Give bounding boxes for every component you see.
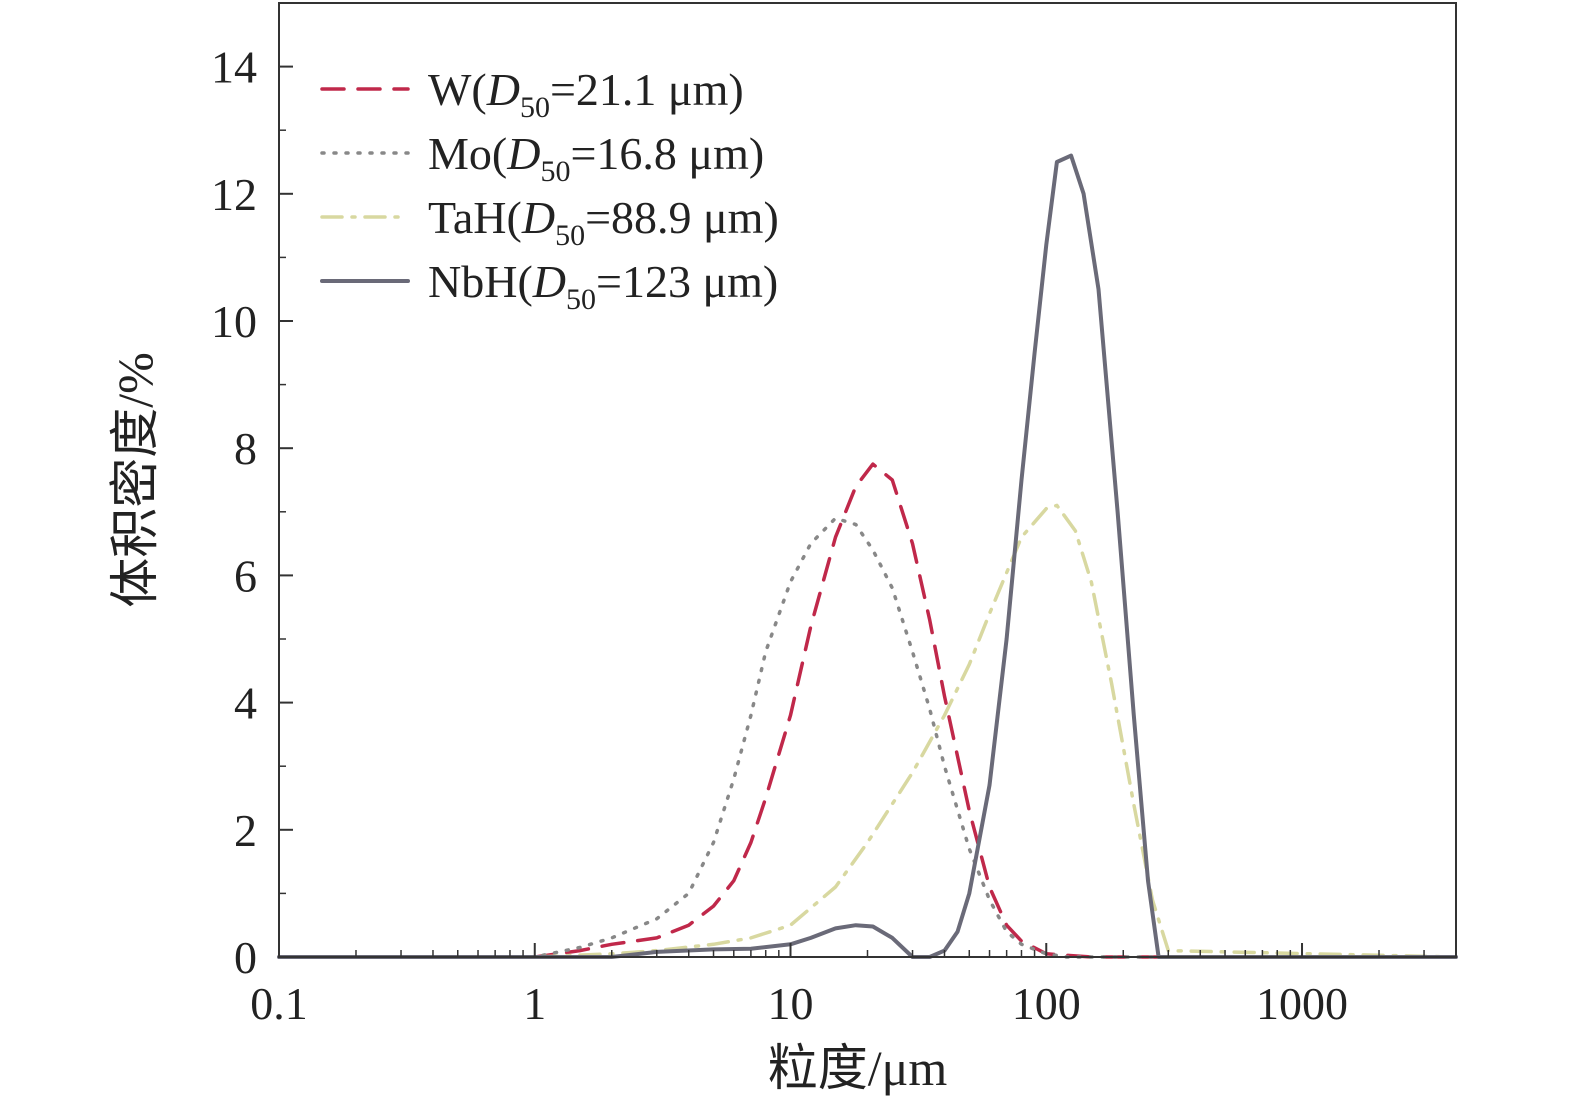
y-tick-label: 0	[234, 932, 257, 983]
x-axis-title: 粒度/μm	[768, 1040, 948, 1096]
legend: W(D50=21.1 μm)Mo(D50=16.8 μm)TaH(D50=88.…	[320, 64, 779, 316]
legend-label: Mo(D50=16.8 μm)	[428, 128, 764, 188]
x-tick-label: 0.1	[250, 978, 308, 1029]
y-tick-label: 14	[211, 42, 257, 93]
y-tick-label: 10	[211, 296, 257, 347]
series-line-w	[277, 462, 1458, 959]
y-axis-title: 体积密度/%	[107, 352, 163, 608]
y-tick-label: 6	[234, 550, 257, 601]
legend-label: NbH(D50=123 μm)	[428, 256, 778, 316]
y-tick-label: 8	[234, 423, 257, 474]
y-tick-label: 4	[234, 678, 257, 729]
x-tick-label: 100	[1012, 978, 1081, 1029]
x-tick-label: 1000	[1256, 978, 1348, 1029]
y-tick-label: 12	[211, 169, 257, 220]
series-line-mo	[277, 516, 1458, 959]
y-tick-label: 2	[234, 805, 257, 856]
legend-label: W(D50=21.1 μm)	[428, 64, 744, 124]
ticks-layer: 0.1 1 10 100 1000 0 2 4 6 8 10 12 14	[211, 42, 1425, 1029]
legend-label: TaH(D50=88.9 μm)	[428, 192, 779, 252]
x-tick-label: 1	[523, 978, 546, 1029]
series-layer	[277, 153, 1458, 959]
series-line-tah	[277, 503, 1458, 959]
series-line-nbh	[277, 153, 1458, 959]
x-tick-label: 10	[768, 978, 814, 1029]
